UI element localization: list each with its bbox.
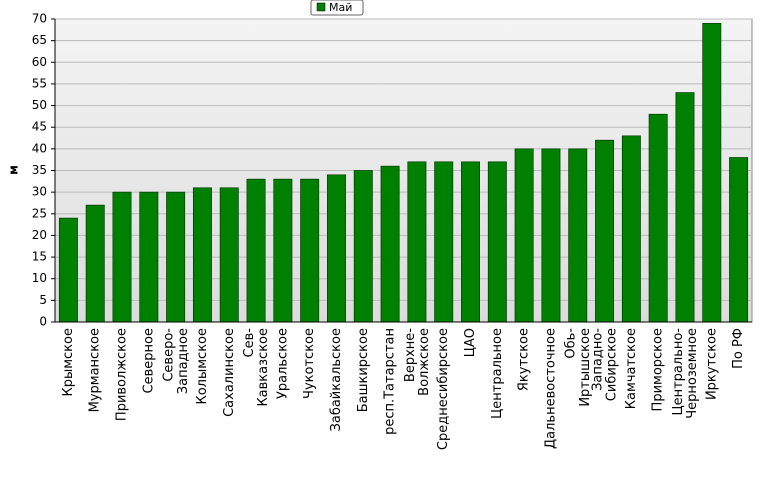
bar (434, 161, 454, 323)
x-tick-label: Дальневосточное (543, 328, 558, 449)
bar (166, 191, 186, 323)
y-axis-label: м (7, 165, 21, 175)
bar (407, 161, 427, 323)
y-tick-label: 30 (32, 185, 47, 199)
bar (85, 204, 105, 323)
y-tick-label: 50 (32, 98, 47, 112)
x-tick-label: Крымское (61, 328, 76, 397)
x-tick-label: Западно-Сибирское (590, 328, 619, 402)
bar (112, 191, 132, 323)
y-tick-label: 55 (32, 76, 47, 90)
x-tick-label: Забайкальское (329, 328, 344, 431)
y-tick-label: 15 (32, 250, 47, 264)
bar (327, 174, 346, 323)
x-tick-label: Мурманское (88, 328, 103, 412)
bar (139, 191, 159, 323)
bar (621, 135, 641, 323)
y-tick-label: 40 (32, 141, 47, 155)
bar (729, 157, 749, 323)
bar (595, 139, 615, 323)
y-tick-label: 20 (32, 228, 47, 242)
bar (58, 217, 78, 323)
y-tick-label: 5 (39, 293, 47, 307)
x-tick-label: Обь-Иртышское (563, 328, 592, 407)
legend-swatch (316, 2, 326, 12)
x-tick-label: Северное (141, 328, 156, 393)
bar (487, 161, 507, 323)
bar (648, 113, 668, 323)
bar (514, 148, 534, 323)
x-tick-label: Сахалинское (222, 328, 237, 417)
bar (353, 170, 373, 323)
bar (461, 161, 480, 323)
bar (192, 187, 212, 323)
x-tick-label: Среднесибирское (436, 328, 451, 450)
x-tick-label: Верхне-Волжское (402, 328, 431, 396)
x-tick-label: Иркутское (704, 328, 719, 400)
y-tick-label: 45 (32, 120, 47, 134)
x-tick-label: Колымское (195, 328, 210, 405)
legend-label: Май (329, 1, 352, 14)
bar (219, 187, 239, 323)
y-tick-label: 70 (32, 12, 47, 26)
bar (300, 178, 320, 323)
x-tick-label: Северо-Западное (161, 328, 190, 395)
x-tick-label: Якутское (517, 328, 532, 391)
bar (246, 178, 266, 323)
legend: Май (310, 0, 364, 16)
bar (568, 148, 588, 323)
y-tick-label: 0 (39, 315, 47, 329)
x-tick-label: Уральское (275, 328, 290, 399)
y-tick-label: 65 (32, 33, 47, 47)
bar (702, 22, 722, 323)
x-tick-label: Сев-Кавказское (241, 328, 270, 407)
bar (380, 165, 400, 323)
x-tick-label: Приволжское (115, 328, 130, 421)
x-tick-label: Камчатское (624, 328, 639, 409)
y-tick-label: 60 (32, 55, 47, 69)
x-tick-label: Центральное (490, 328, 505, 419)
x-tick-label: ЦАО (463, 328, 478, 357)
x-tick-label: респ.Татарстан (383, 328, 398, 435)
y-tick-label: 35 (32, 163, 47, 177)
bar (541, 148, 561, 323)
x-tick-label: Башкирское (356, 328, 371, 412)
y-tick-label: 10 (32, 271, 47, 285)
x-tick-label: По РФ (731, 328, 746, 369)
x-tick-label: Приморское (651, 328, 666, 411)
bar (675, 92, 695, 323)
x-tick-label: Центрально-Черноземное (670, 328, 699, 419)
y-tick-label: 25 (32, 206, 47, 220)
x-tick-label: Чукотское (302, 328, 317, 399)
bar (273, 178, 293, 323)
